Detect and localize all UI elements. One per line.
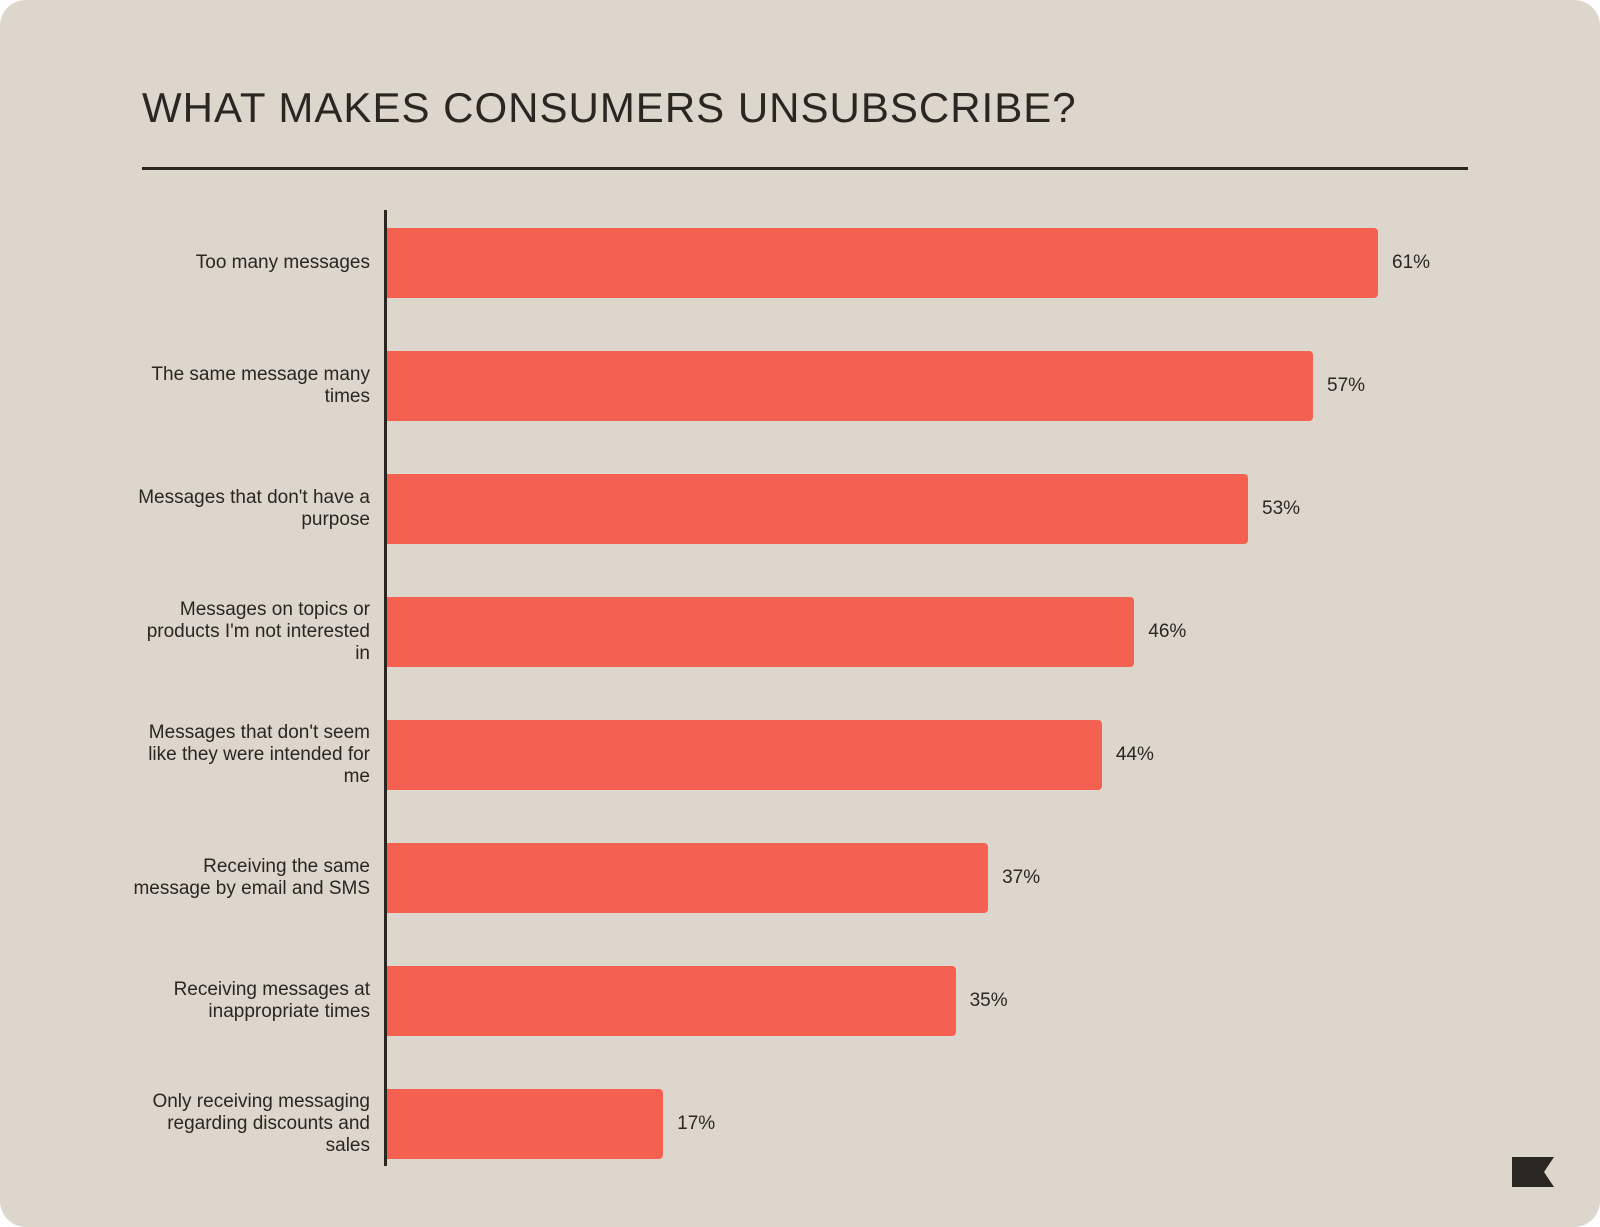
category-label: Receiving messages at inappropriate time… — [173, 979, 370, 1022]
chart-title: WHAT MAKES CONSUMERS UNSUBSCRIBE? — [142, 84, 1077, 131]
value-label: 35% — [969, 990, 1008, 1011]
value-label: 44% — [1115, 744, 1154, 765]
category-label: Messages that don't have a purpose — [138, 487, 370, 530]
category-axis-line — [384, 210, 387, 1166]
category-label: Messages on topics or products I'm not i… — [146, 599, 370, 664]
bar — [387, 843, 989, 913]
bar — [387, 966, 956, 1036]
value-label: 37% — [1002, 867, 1041, 888]
value-label: 17% — [677, 1113, 716, 1134]
title-rule — [142, 167, 1468, 170]
value-label: 61% — [1392, 252, 1431, 273]
category-label: The same message many times — [151, 364, 370, 407]
category-label: Only receiving messaging regarding disco… — [152, 1091, 370, 1156]
category-label: Too many messages — [195, 252, 370, 273]
value-label: 53% — [1262, 498, 1301, 519]
bar — [387, 720, 1102, 790]
bar — [387, 474, 1249, 544]
category-label: Messages that don't seem like they were … — [148, 722, 370, 787]
bar — [387, 597, 1135, 667]
bar — [387, 1089, 664, 1159]
brand-logo — [1512, 1157, 1554, 1187]
value-label: 57% — [1327, 375, 1366, 396]
category-label: Receiving the same message by email and … — [133, 856, 370, 899]
bar — [387, 351, 1314, 421]
value-label: 46% — [1148, 621, 1187, 642]
bar — [387, 228, 1378, 298]
